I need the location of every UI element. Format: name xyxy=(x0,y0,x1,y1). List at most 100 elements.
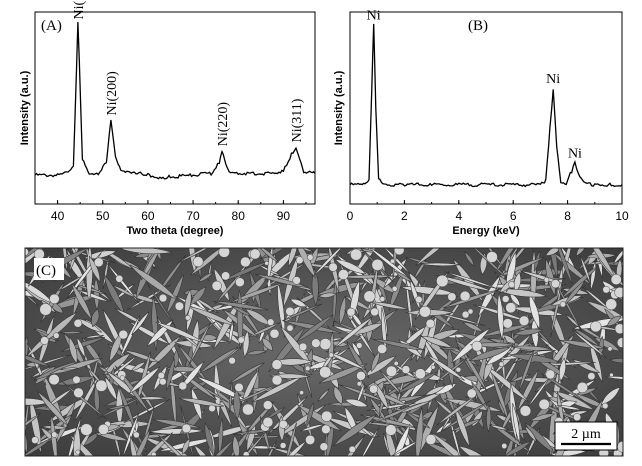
scale-bar-box xyxy=(554,421,618,451)
sem-spike xyxy=(25,425,28,454)
sem-spike xyxy=(188,321,212,367)
peak-label: Ni(311) xyxy=(290,98,305,142)
sem-particle xyxy=(391,285,398,292)
sem-particle xyxy=(185,315,191,321)
sem-spike xyxy=(89,255,101,283)
sem-particle xyxy=(271,359,283,370)
sem-particle xyxy=(559,301,566,308)
sem-particle xyxy=(263,400,273,410)
sem-spike xyxy=(488,424,510,431)
sem-spike xyxy=(303,367,313,398)
sem-particle xyxy=(447,292,457,302)
sem-particle xyxy=(518,315,530,326)
sem-spike xyxy=(158,434,192,456)
xrd-x-axis-title: Two theta (degree) xyxy=(127,225,224,237)
sem-spike xyxy=(267,395,308,435)
sem-spike xyxy=(313,248,345,277)
sem-particle xyxy=(501,295,510,303)
sem-spike xyxy=(512,345,553,351)
sem-particle xyxy=(321,410,333,422)
sem-particle xyxy=(425,434,437,445)
peak-label: Ni xyxy=(546,72,560,87)
sem-spike xyxy=(420,262,461,267)
sem-particle xyxy=(221,271,231,281)
sem-particle xyxy=(211,280,222,291)
sem-particle xyxy=(350,248,363,261)
xrd-peak-labels: Ni(111) Ni(200) Ni(220) Ni(311) xyxy=(72,0,305,146)
sem-spike xyxy=(60,367,79,371)
sem-particle xyxy=(299,390,304,395)
sem-spike xyxy=(372,338,426,351)
eds-x-axis-title: Energy (keV) xyxy=(452,225,520,237)
sem-spike xyxy=(341,248,381,254)
eds-spectrum-line xyxy=(349,23,623,188)
x-tick-label: 50 xyxy=(96,209,110,223)
sem-spike xyxy=(464,251,475,267)
sem-spike xyxy=(555,248,573,285)
sem-spike xyxy=(512,403,521,445)
sem-particle xyxy=(307,254,314,261)
sem-spike xyxy=(398,400,433,414)
peak-label: Ni(220) xyxy=(216,102,231,147)
sem-particle xyxy=(605,298,618,311)
sem-spike xyxy=(391,423,411,456)
sem-spike xyxy=(338,274,398,279)
sem-spike xyxy=(339,295,347,326)
sem-particle xyxy=(25,248,29,256)
sem-panel-letter: (C) xyxy=(36,263,56,279)
sem-particle xyxy=(98,423,109,435)
sem-spike xyxy=(73,424,81,456)
sem-particle xyxy=(610,274,622,285)
sem-spike xyxy=(571,329,607,359)
sem-spike xyxy=(71,282,93,321)
sem-spike xyxy=(333,385,343,405)
sem-particle xyxy=(286,324,294,332)
sem-spike xyxy=(573,328,600,347)
sem-particle xyxy=(356,371,366,381)
sem-spike xyxy=(40,425,69,430)
sem-spike xyxy=(462,321,484,332)
sem-particle xyxy=(48,374,60,386)
eds-peak-labels: Ni Ni Ni xyxy=(367,8,582,161)
sem-particle xyxy=(95,379,108,392)
sem-spike xyxy=(33,328,60,342)
peak-label: Ni(111) xyxy=(72,0,87,20)
sem-particle xyxy=(393,361,399,366)
sem-particle xyxy=(150,451,157,456)
peak-label: Ni xyxy=(367,8,381,23)
sem-spike xyxy=(435,275,493,292)
eds-panel-letter: (B) xyxy=(468,18,488,34)
x-tick-label: 60 xyxy=(141,209,155,223)
sem-spike xyxy=(359,414,418,429)
sem-spike xyxy=(215,389,242,419)
sem-particle xyxy=(371,258,384,271)
sem-spike xyxy=(600,386,621,406)
sem-spike xyxy=(396,371,439,395)
sem-particle xyxy=(53,332,60,339)
sem-label-box xyxy=(34,258,64,280)
sem-spike xyxy=(243,401,275,437)
sem-spike xyxy=(104,376,118,401)
sem-spike xyxy=(606,315,622,327)
x-tick-label: 40 xyxy=(51,209,65,223)
sem-particle xyxy=(551,279,560,289)
sem-particle xyxy=(415,295,423,304)
sem-particle xyxy=(218,248,230,258)
sem-particle xyxy=(295,256,304,265)
sem-particle xyxy=(31,436,39,444)
sem-particle xyxy=(543,277,550,283)
sem-spike xyxy=(230,305,253,317)
sem-spike xyxy=(553,279,582,332)
sem-spike xyxy=(232,434,240,456)
scale-bar-label: 2 µm xyxy=(571,427,601,442)
sem-particle xyxy=(279,442,287,449)
sem-spike xyxy=(494,248,526,275)
xrd-panel: (A) Two theta (degree) Intensity (a.u.) … xyxy=(19,0,316,237)
sem-particle xyxy=(73,319,83,328)
sem-particle xyxy=(328,352,334,358)
sem-particle xyxy=(467,308,474,315)
sem-spike xyxy=(420,335,453,348)
sem-particle xyxy=(370,307,379,317)
sem-particle xyxy=(237,336,245,344)
sem-spike xyxy=(240,369,259,406)
